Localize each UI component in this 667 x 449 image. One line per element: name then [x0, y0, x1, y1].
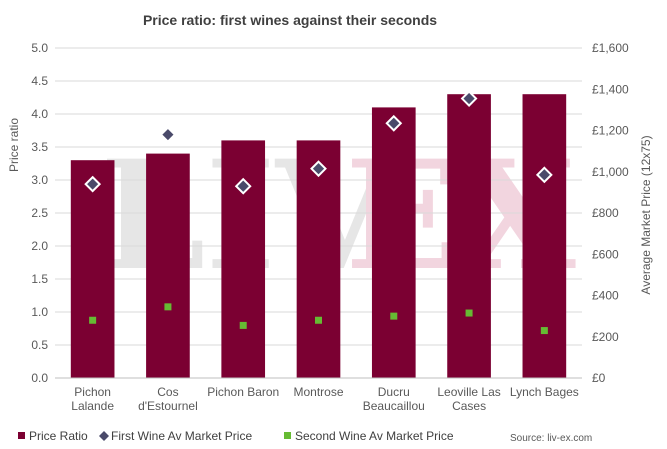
- legend-label: Price Ratio: [29, 429, 88, 443]
- x-tick-label: Montrose: [293, 385, 343, 399]
- marker-second-wine-price: [540, 327, 548, 335]
- marker-second-wine-price: [315, 316, 322, 324]
- bar-price-ratio: [296, 140, 341, 378]
- marker-second-wine-price: [89, 316, 97, 324]
- marker-first-wine-price: [310, 160, 327, 178]
- x-tick-label: Cos: [157, 385, 178, 399]
- marker-second-wine-price: [164, 303, 172, 311]
- bar-price-ratio: [221, 140, 266, 378]
- x-tick-label: Leoville Las: [437, 385, 500, 399]
- bar-series: [70, 94, 567, 379]
- legend-swatch-price-ratio: [18, 432, 25, 439]
- legend-label: First Wine Av Market Price: [111, 429, 252, 443]
- marker-first-wine-price: [535, 166, 553, 184]
- marker-first-wine-price: [84, 175, 102, 193]
- y2-tick-label: £200: [592, 330, 619, 344]
- y2-axis-label: Average Market Price (12x75): [639, 135, 653, 294]
- marker-first-wine-price: [234, 177, 252, 195]
- bar-price-ratio: [70, 160, 115, 378]
- y-tick-label: 0.0: [31, 371, 48, 385]
- legend-swatch-second-wine: [284, 432, 291, 439]
- legend: Price Ratio First Wine Av Market Price Sec…: [18, 429, 454, 443]
- y-tick-label: 2.0: [31, 239, 48, 253]
- y-tick-label: 1.0: [31, 305, 48, 319]
- marker-series: [84, 90, 553, 335]
- y2-tick-label: £800: [592, 206, 619, 220]
- source-note: Source: liv-ex.com: [510, 433, 592, 444]
- y-tick-label: 2.5: [31, 206, 48, 220]
- legend-swatch-first-wine: [99, 431, 109, 441]
- x-tick-label: Beaucaillou: [363, 399, 425, 413]
- bar-price-ratio: [522, 94, 567, 378]
- x-tick-label: Lynch Bages: [510, 385, 579, 399]
- bar-price-ratio: [371, 107, 416, 379]
- y2-tick-label: £1,600: [592, 41, 629, 55]
- marker-second-wine-price: [239, 321, 247, 329]
- y2-tick-label: £1,200: [592, 124, 629, 138]
- bar-price-ratio: [146, 153, 190, 378]
- y-tick-label: 4.5: [31, 74, 48, 88]
- y-tick-label: 0.5: [31, 338, 48, 352]
- marker-first-wine-price: [159, 126, 177, 144]
- y-axis-label: Price ratio: [7, 118, 21, 172]
- x-tick-label: Pichon Baron: [207, 385, 279, 399]
- y-tick-label: 3.0: [31, 173, 48, 187]
- x-tick-label: Pichon: [74, 385, 111, 399]
- legend-label: Second Wine Av Market Price: [295, 429, 454, 443]
- marker-second-wine-price: [465, 309, 473, 317]
- marker-first-wine-price: [385, 114, 403, 132]
- y-tick-label: 5.0: [31, 41, 48, 55]
- y2-tick-label: £1,000: [592, 165, 629, 179]
- y2-tick-label: £400: [592, 289, 619, 303]
- y2-tick-label: £1,400: [592, 82, 629, 96]
- bar-price-ratio: [447, 94, 491, 378]
- y2-tick-label: £600: [592, 247, 619, 261]
- x-tick-label: Ducru: [378, 385, 410, 399]
- x-tick-label: d'Estournel: [138, 399, 198, 413]
- chart-title: Price ratio: first wines against their s…: [143, 12, 437, 28]
- axes: 0.0 0.5 1.0 1.5 2.0 2.5 3.0 3.5 4.0 4.5 5.0 £0 £200 £…: [31, 41, 629, 413]
- marker-second-wine-price: [390, 312, 398, 320]
- y-tick-label: 3.5: [31, 140, 48, 154]
- x-tick-label: Cases: [452, 399, 486, 413]
- y-tick-label: 1.5: [31, 272, 48, 286]
- x-tick-label: Lalande: [71, 399, 114, 413]
- y-tick-label: 4.0: [31, 107, 48, 121]
- y2-tick-label: £0: [592, 371, 606, 385]
- marker-first-wine-price: [460, 90, 478, 107]
